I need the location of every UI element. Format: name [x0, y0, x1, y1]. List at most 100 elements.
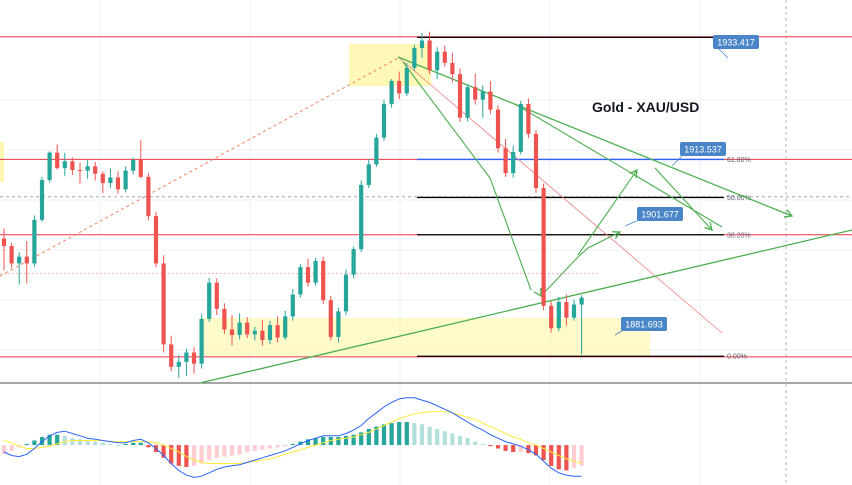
macd-hist-67 [511, 445, 516, 452]
candle-body-58 [442, 51, 447, 63]
candle-body-74 [564, 302, 569, 318]
candle-body-73 [556, 302, 561, 329]
macd-hist-38 [290, 443, 295, 446]
candle-body-33 [252, 330, 257, 335]
macd-hist-74 [564, 445, 569, 471]
macd-hist-4 [32, 440, 37, 446]
macd-hist-64 [488, 445, 493, 447]
candle-body-67 [511, 151, 516, 174]
macd-hist-55 [419, 424, 425, 446]
macd-hist-48 [366, 428, 371, 446]
macd-hist-49 [374, 426, 379, 446]
macd-hist-28 [214, 445, 219, 458]
rising-trendline [199, 229, 852, 384]
macd-hist-36 [275, 445, 280, 448]
macd-hist-7 [55, 434, 60, 446]
candle-body-65 [495, 109, 501, 149]
macd-hist-56 [427, 426, 432, 446]
chart-title: Gold - XAU/USD [592, 99, 699, 115]
macd-hist-52 [397, 422, 402, 446]
candle-body-49 [374, 137, 379, 165]
fib-label-1: 61.80% [727, 157, 751, 164]
candle-body-8 [62, 161, 67, 169]
projected-path-return [654, 167, 713, 231]
price-label-box-1 [680, 142, 726, 156]
arrow-head-trend [783, 209, 794, 218]
candle-body-13 [100, 173, 105, 184]
candle-body-53 [404, 67, 409, 94]
candle-body-19 [146, 176, 151, 217]
candle-body-26 [199, 318, 204, 364]
candle-body-24 [184, 352, 189, 362]
macd-hist-11 [85, 440, 90, 446]
macd-hist-6 [47, 434, 52, 446]
macd-hist-68 [518, 445, 523, 452]
candle-body-62 [473, 87, 478, 100]
projected-path-lower [540, 231, 621, 297]
macd-hist-76 [579, 445, 584, 466]
candle-body-45 [343, 274, 349, 312]
macd-hist-22 [169, 445, 174, 464]
candle-body-4 [32, 219, 37, 264]
macd-hist-10 [77, 439, 83, 446]
macd-hist-42 [321, 437, 326, 446]
price-label-text-0: 1933.417 [717, 38, 755, 48]
macd-hist-63 [480, 443, 485, 446]
candle-body-56 [427, 40, 432, 71]
candle-body-17 [131, 160, 136, 171]
macd-hist-9 [70, 438, 75, 446]
candle-body-0 [1, 238, 7, 246]
candle-body-76 [579, 297, 584, 305]
candle-body-2 [17, 256, 22, 264]
macd-hist-75 [571, 445, 577, 469]
candle-body-38 [290, 294, 295, 317]
price-label-box-3 [621, 317, 667, 331]
macd-hist-23 [176, 445, 181, 466]
candle-body-34 [260, 330, 265, 341]
candle-body-23 [176, 361, 181, 367]
arrow-head-upper [629, 168, 638, 179]
candle-body-12 [93, 166, 98, 174]
support-zone [200, 318, 650, 356]
macd-hist-43 [328, 437, 333, 446]
candle-body-35 [267, 325, 273, 341]
macd-hist-71 [541, 445, 546, 461]
macd-hist-27 [207, 445, 212, 461]
candle-body-6 [47, 152, 52, 180]
fib-label-2: 50.00% [727, 195, 751, 202]
macd-hist-60 [457, 435, 463, 446]
candle-body-16 [123, 170, 128, 190]
left-edge-zone [0, 142, 4, 182]
candle-body-25 [191, 352, 197, 364]
candle-body-71 [541, 188, 546, 306]
macd-hist-45 [343, 435, 349, 446]
candle-body-69 [526, 104, 531, 134]
candle-body-14 [108, 177, 113, 184]
macd-hist-39 [298, 441, 303, 446]
macd-hist-54 [412, 423, 417, 446]
candle-body-54 [412, 47, 417, 68]
price-labels: 1933.417 1913.537 1901.677 1881.693 [614, 35, 759, 336]
candle-body-40 [305, 267, 311, 283]
macd-hist-37 [283, 445, 288, 447]
price-label-text-3: 1881.693 [625, 320, 663, 330]
macd-hist-18 [138, 442, 143, 446]
macd-hist-26 [199, 445, 204, 464]
macd-hist-33 [252, 445, 257, 451]
candle-body-3 [24, 256, 29, 264]
candle-body-15 [115, 177, 121, 190]
candle-body-37 [283, 316, 288, 338]
candle-body-68 [518, 104, 523, 152]
macd-hist-47 [359, 432, 364, 446]
candle-body-5 [39, 179, 45, 220]
price-label-box-2 [637, 207, 683, 221]
macd-hist-16 [123, 443, 128, 446]
arrow-head-lower [611, 231, 622, 239]
candles [1, 31, 584, 379]
candle-body-36 [275, 325, 280, 338]
price-label-text-2: 1901.677 [641, 210, 679, 220]
macd-hist-58 [442, 431, 447, 446]
macd-hist-3 [24, 443, 29, 446]
candle-body-1 [9, 245, 14, 264]
